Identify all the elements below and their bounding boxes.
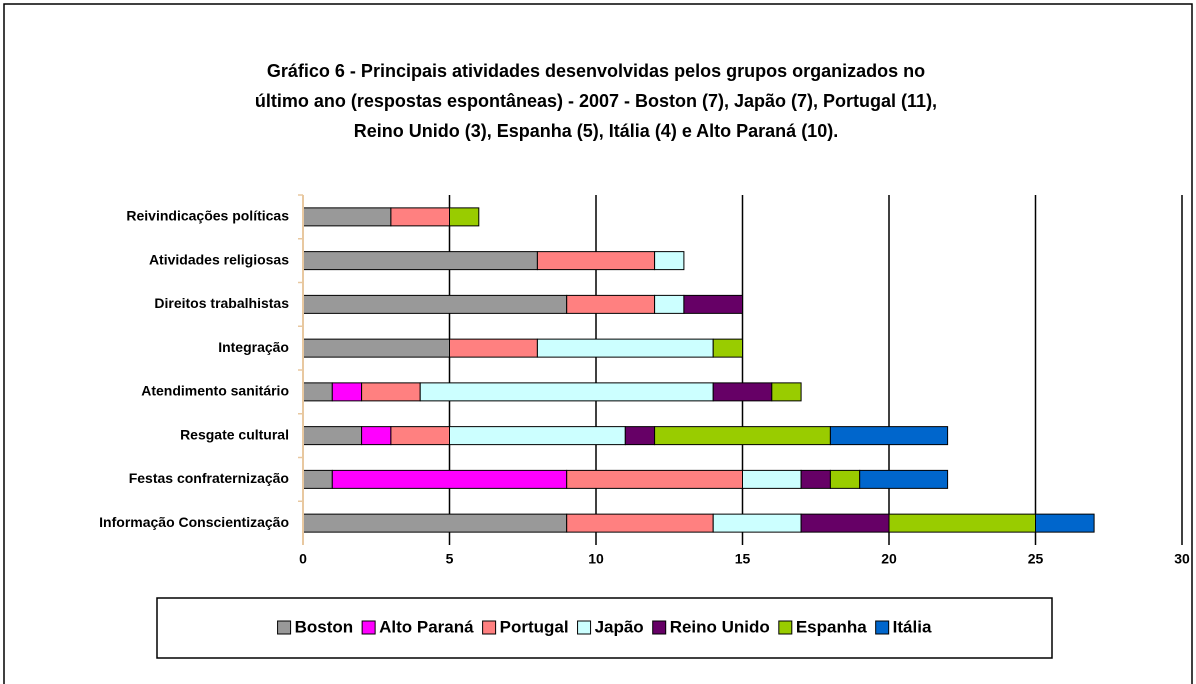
legend-swatch (652, 620, 667, 635)
bar-segment (712, 513, 802, 533)
bar-segment (624, 426, 656, 446)
x-tick-label: 25 (1028, 551, 1044, 567)
bar-segment (683, 294, 744, 314)
bar-segment (302, 469, 333, 489)
bar-segment (302, 338, 450, 358)
bar-segment (771, 382, 802, 402)
legend-swatch (277, 620, 292, 635)
legend-label: Itália (893, 617, 932, 636)
bar-segment (302, 207, 392, 227)
x-tick-label: 15 (735, 551, 751, 567)
x-tick-label: 5 (446, 551, 454, 567)
bar-segment (449, 426, 626, 446)
bar-segment (742, 469, 802, 489)
bar-segment (859, 469, 949, 489)
legend-swatch (577, 620, 592, 635)
bar-segment (654, 426, 831, 446)
y-tick-label: Informação Conscientização (99, 514, 289, 530)
bar-segment (302, 251, 538, 271)
legend-swatch (778, 620, 793, 635)
y-tick-label: Atividades religiosas (149, 251, 289, 267)
bar-segment (449, 338, 538, 358)
legend-label: Reino Unido (670, 617, 770, 636)
x-tick-label: 20 (881, 551, 897, 567)
bar-segment (888, 513, 1036, 533)
bar-segment (566, 469, 744, 489)
y-tick-label: Integração (218, 339, 289, 355)
bar-segment (390, 426, 450, 446)
bar-segment (654, 251, 685, 271)
y-tick-label: Direitos trabalhistas (154, 295, 289, 311)
chart-title: Gráfico 6 - Principais atividades desenv… (267, 61, 925, 81)
bar-segment (829, 426, 949, 446)
bar-segment (566, 513, 714, 533)
legend-label: Boston (295, 617, 354, 636)
bar-segment (800, 469, 831, 489)
bar-segment (712, 382, 773, 402)
bar-segment (536, 338, 714, 358)
bar-segment (302, 294, 568, 314)
legend-label: Portugal (500, 617, 569, 636)
bar-segment (390, 207, 450, 227)
bar-segment (331, 469, 568, 489)
bar-segment (302, 513, 568, 533)
legend-box (156, 597, 1053, 659)
bar-segment (302, 382, 333, 402)
legend-label: Japão (595, 617, 644, 636)
bar-segment (800, 513, 890, 533)
y-tick-label: Atendimento sanitário (141, 383, 289, 399)
bar-segment (829, 469, 861, 489)
legend-label: Alto Paraná (379, 617, 474, 636)
bar-segment (361, 426, 392, 446)
y-tick-label: Reivindicações políticas (126, 208, 289, 224)
bar-segment (566, 294, 656, 314)
bar-segment (654, 294, 685, 314)
legend-swatch (875, 620, 890, 635)
bar-segment (331, 382, 363, 402)
legend-swatch (482, 620, 497, 635)
legend-swatch (361, 620, 376, 635)
x-tick-label: 30 (1174, 551, 1190, 567)
bar-segment (536, 251, 656, 271)
bar-segment (419, 382, 714, 402)
x-tick-label: 0 (299, 551, 307, 567)
bar-segment (1035, 513, 1095, 533)
y-tick-label: Resgate cultural (180, 426, 289, 442)
bar-segment (712, 338, 744, 358)
chart-title: último ano (respostas espontâneas) - 200… (255, 91, 937, 111)
x-tick-label: 10 (588, 551, 604, 567)
bar-segment (361, 382, 421, 402)
legend-label: Espanha (796, 617, 867, 636)
bar-segment (449, 207, 480, 227)
bar-segment (302, 426, 363, 446)
chart-title: Reino Unido (3), Espanha (5), Itália (4)… (354, 121, 838, 141)
y-tick-label: Festas confraternização (129, 470, 289, 486)
